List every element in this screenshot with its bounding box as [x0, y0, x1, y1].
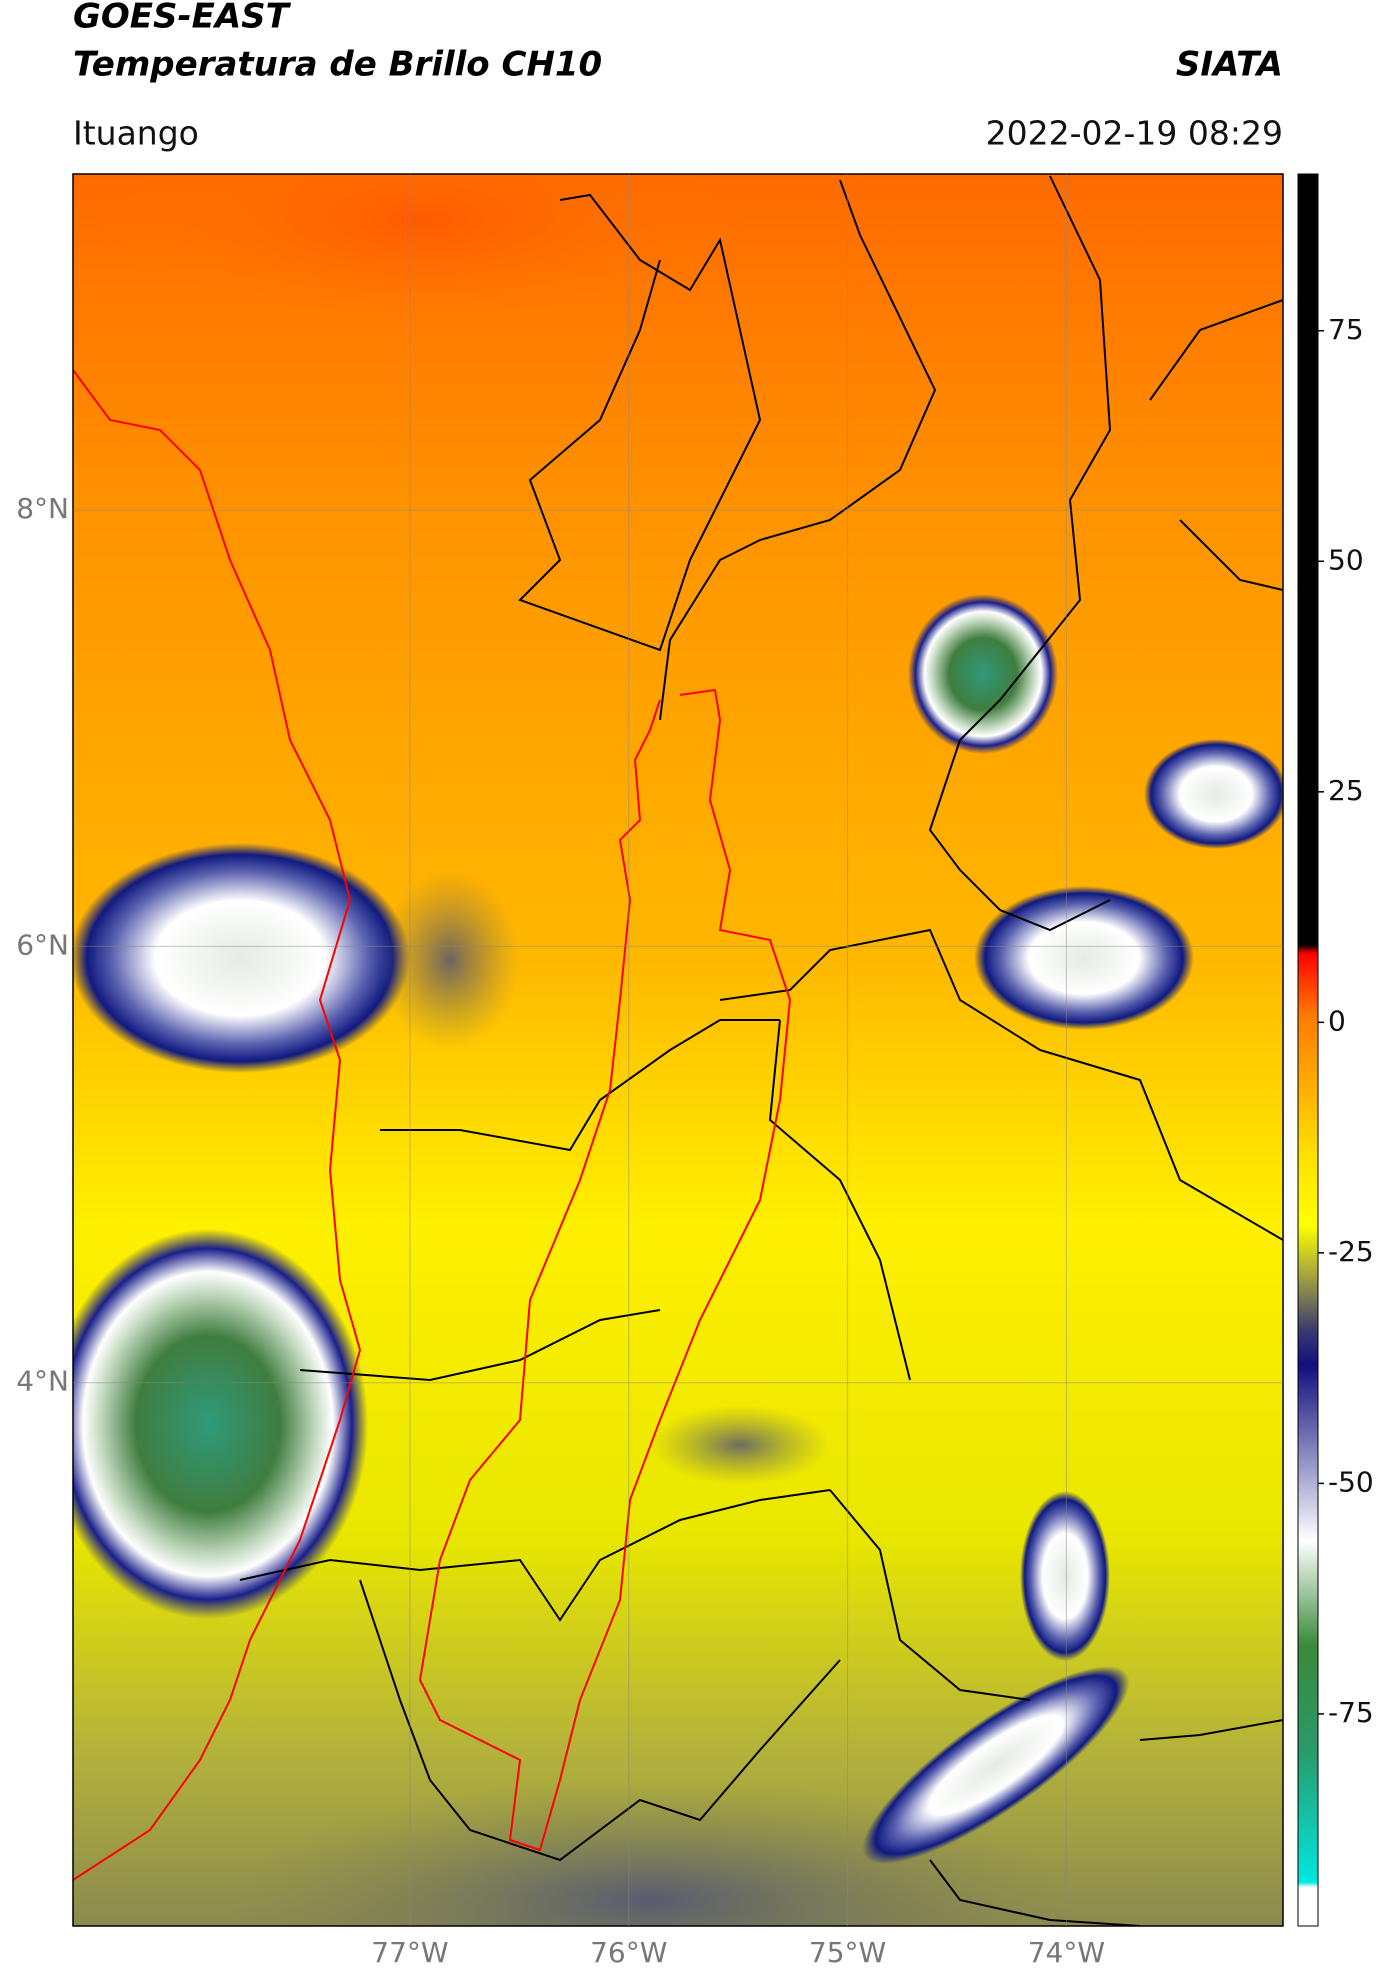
- location: Ituango: [73, 114, 199, 153]
- cloud: [380, 870, 520, 1050]
- cloud: [73, 843, 410, 1073]
- y-tick-label: 8°N: [16, 492, 69, 525]
- haze: [230, 1780, 1070, 1926]
- cloud: [73, 1229, 368, 1619]
- cloud: [1144, 739, 1283, 849]
- cloud: [650, 1405, 830, 1485]
- borders: [239, 175, 1283, 1926]
- colorbar-tick-label: 75: [1328, 313, 1364, 346]
- datetime: 2022-02-19 08:29: [986, 114, 1283, 153]
- x-tick-label: 76°W: [590, 1936, 667, 1969]
- colorbar-tick-label: 0: [1328, 1004, 1346, 1037]
- cloud: [908, 594, 1058, 754]
- map-frame: [72, 173, 1284, 1927]
- x-tick-label: 74°W: [1028, 1936, 1105, 1969]
- colorbar-tick-label: -75: [1328, 1696, 1374, 1729]
- y-tick-label: 4°N: [16, 1365, 69, 1398]
- cloud: [1020, 1491, 1110, 1661]
- warm-region: [100, 174, 740, 330]
- x-tick-label: 77°W: [371, 1936, 448, 1969]
- colorbar: [1297, 173, 1319, 1927]
- cloud: [862, 1666, 1130, 1864]
- cloud: [974, 886, 1194, 1030]
- y-tick-label: 6°N: [16, 928, 69, 961]
- source: SIATA: [1176, 45, 1283, 85]
- title: GOES-EAST: [73, 0, 292, 37]
- colorbar-tick-label: -25: [1328, 1235, 1374, 1268]
- colorbar-tick-label: -50: [1328, 1465, 1374, 1498]
- region-outline: [73, 369, 792, 1881]
- subtitle: Temperatura de Brillo CH10: [73, 45, 602, 85]
- map-imagery: [73, 174, 1283, 1926]
- colorbar-tick-label: 50: [1328, 543, 1364, 576]
- colorbar-tick-label: 25: [1328, 774, 1364, 807]
- x-tick-label: 75°W: [809, 1936, 886, 1969]
